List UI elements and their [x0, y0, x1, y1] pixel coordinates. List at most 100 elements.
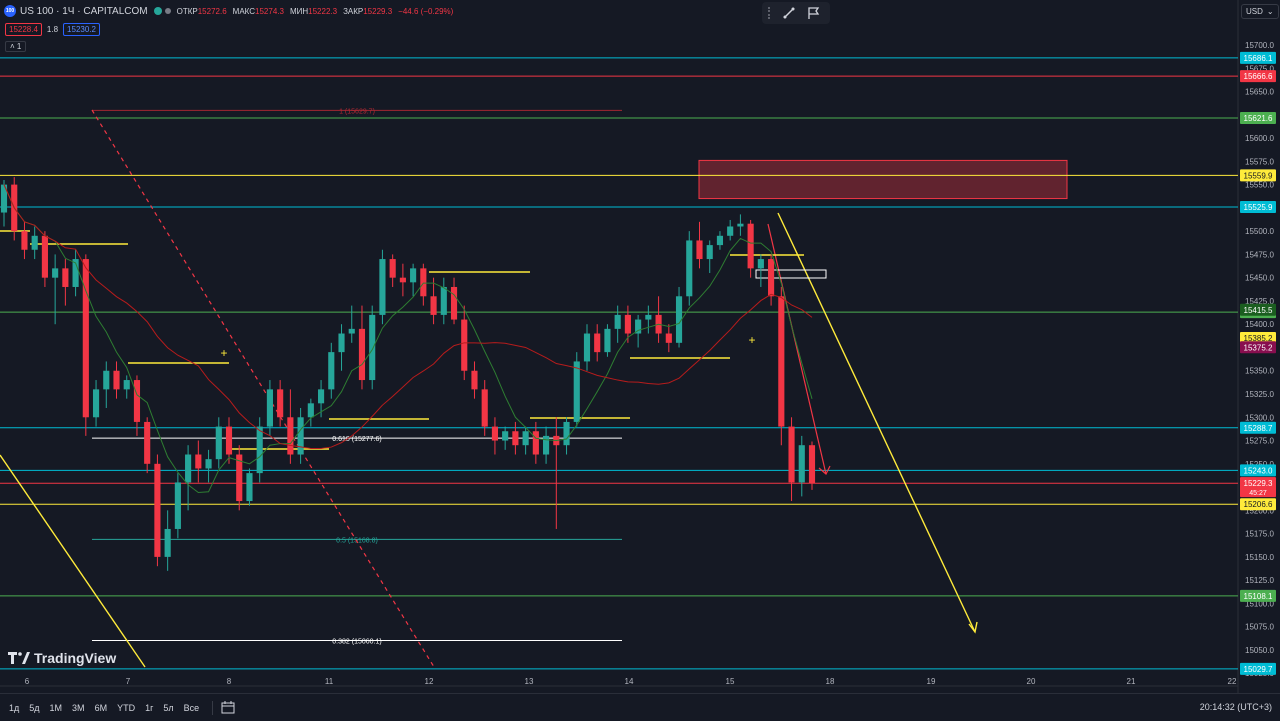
candle-body[interactable]: [686, 240, 693, 297]
timeframe-button[interactable]: 6М: [94, 702, 108, 713]
candle-body[interactable]: [614, 314, 621, 329]
candle-body[interactable]: [410, 268, 417, 283]
buy-price-button[interactable]: 15230.2: [63, 23, 100, 36]
candle-body[interactable]: [389, 259, 396, 278]
candle-body[interactable]: [675, 296, 683, 343]
candle-body[interactable]: [205, 459, 212, 469]
trend-line[interactable]: [767, 223, 827, 475]
candle-body[interactable]: [522, 431, 529, 446]
candle-body[interactable]: [635, 319, 642, 334]
candle-body[interactable]: [737, 223, 744, 227]
candle-body[interactable]: [440, 286, 447, 315]
candle-body[interactable]: [594, 333, 601, 353]
candle-body[interactable]: [133, 380, 141, 422]
candle-body[interactable]: [665, 333, 672, 343]
candle-body[interactable]: [379, 259, 386, 315]
timeframe-button[interactable]: 5л: [163, 702, 174, 713]
candle-body[interactable]: [123, 380, 130, 390]
timeframe-button[interactable]: 3М: [72, 702, 85, 713]
candle-body[interactable]: [174, 482, 181, 529]
candle-body[interactable]: [471, 370, 478, 390]
candle-body[interactable]: [788, 426, 795, 483]
market-status[interactable]: [153, 7, 171, 15]
candle-body[interactable]: [798, 445, 805, 483]
timeframe-button[interactable]: YTD: [117, 702, 136, 713]
candle-body[interactable]: [583, 333, 591, 362]
flag-icon[interactable]: [805, 5, 821, 21]
drag-handle-icon[interactable]: [768, 7, 773, 19]
candle-body[interactable]: [277, 389, 284, 418]
candle-body[interactable]: [543, 435, 550, 455]
candle-body[interactable]: [41, 235, 48, 278]
candle-body[interactable]: [420, 268, 427, 297]
candle-body[interactable]: [512, 431, 519, 446]
candle-body[interactable]: [563, 421, 570, 446]
candle-body[interactable]: [532, 431, 539, 455]
candle-body[interactable]: [195, 454, 202, 469]
clock[interactable]: 20:14:32 (UTC+3): [1199, 702, 1272, 712]
candle-body[interactable]: [92, 389, 100, 418]
candle-body[interactable]: [430, 296, 437, 315]
brush-icon[interactable]: [781, 5, 797, 21]
timeframe-button[interactable]: Все: [183, 702, 200, 713]
candle-body[interactable]: [328, 352, 335, 390]
currency-select[interactable]: USD ⌄: [1241, 4, 1279, 19]
timeframe-button[interactable]: 1д: [9, 702, 20, 713]
candle-body[interactable]: [808, 445, 816, 484]
candle-body[interactable]: [624, 314, 631, 334]
candle-body[interactable]: [307, 403, 314, 418]
candle-body[interactable]: [461, 319, 468, 371]
candle-body[interactable]: [317, 389, 325, 404]
candle-body[interactable]: [62, 268, 69, 287]
candle-body[interactable]: [0, 184, 8, 213]
supply-zone[interactable]: [698, 159, 1068, 200]
candle-body[interactable]: [696, 240, 703, 260]
candle-body[interactable]: [399, 277, 406, 283]
indicators-toggle[interactable]: ˄ 1: [5, 41, 27, 52]
candle-body[interactable]: [502, 431, 509, 441]
candle-body[interactable]: [338, 333, 345, 353]
candle-body[interactable]: [246, 473, 253, 502]
candle-body[interactable]: [481, 389, 488, 427]
trend-line[interactable]: [777, 212, 976, 633]
date-range-icon[interactable]: [221, 701, 235, 714]
candle-body[interactable]: [154, 463, 161, 557]
candle-body[interactable]: [716, 235, 724, 246]
candle-body[interactable]: [103, 370, 110, 390]
candle-body[interactable]: [215, 426, 222, 460]
candle-body[interactable]: [185, 454, 192, 483]
trend-line[interactable]: [0, 454, 146, 668]
candle-body[interactable]: [573, 361, 580, 422]
candle-body[interactable]: [757, 259, 764, 269]
candle-body[interactable]: [358, 328, 366, 381]
dashed-trend-line[interactable]: [91, 109, 435, 668]
timeframe-button[interactable]: 1г: [145, 702, 154, 713]
candle-body[interactable]: [348, 328, 355, 334]
candle-body[interactable]: [21, 231, 28, 250]
candle-body[interactable]: [297, 417, 304, 455]
candle-body[interactable]: [82, 259, 89, 418]
candle-body[interactable]: [287, 417, 294, 455]
candle-body[interactable]: [225, 426, 233, 455]
candle-body[interactable]: [491, 426, 499, 441]
candle-body[interactable]: [604, 328, 611, 353]
symbol-title[interactable]: US 100 · 1Ч · CAPITALCOM: [20, 5, 148, 17]
candle-body[interactable]: [164, 528, 171, 557]
candle-body[interactable]: [144, 421, 151, 464]
candle-body[interactable]: [266, 389, 273, 427]
candle-body[interactable]: [236, 454, 243, 502]
rectangle-drawing[interactable]: [755, 269, 827, 279]
candle-body[interactable]: [72, 259, 79, 287]
candle-body[interactable]: [52, 268, 59, 278]
timeframe-button[interactable]: 1М: [49, 702, 63, 713]
candle-body[interactable]: [778, 296, 785, 427]
sell-price-button[interactable]: 15228.4: [5, 23, 42, 36]
candle-body[interactable]: [113, 370, 120, 390]
candle-body[interactable]: [256, 426, 263, 474]
candle-body[interactable]: [31, 235, 38, 250]
candle-body[interactable]: [645, 314, 652, 320]
candle-body[interactable]: [706, 245, 713, 260]
candle-body[interactable]: [727, 226, 734, 236]
candle-body[interactable]: [369, 314, 376, 381]
